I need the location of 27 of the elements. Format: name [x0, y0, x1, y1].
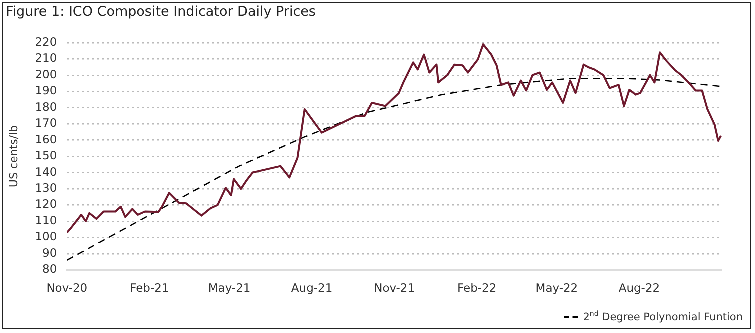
x-tick-label: Nov-21 [374, 281, 416, 296]
line-series [67, 78, 722, 262]
y-tick-label: 150 [35, 148, 58, 163]
y-tick-label: 190 [35, 84, 58, 98]
y-tick-label: 80 [42, 262, 58, 276]
x-tick-label: Feb-21 [130, 281, 170, 296]
y-axis-title: US cents/lb [7, 125, 20, 188]
chart-title: Figure 1: ICO Composite Indicator Daily Prices [6, 4, 316, 20]
y-tick-label: 130 [35, 181, 58, 196]
y-tick-label: 110 [35, 213, 58, 228]
x-tick-label: Feb-22 [458, 281, 497, 296]
x-tick-label: May-21 [208, 281, 251, 296]
legend-label: 2$^{nd}$ Degree Polynomial Funtion [583, 310, 743, 324]
x-tick-label: Aug-21 [291, 281, 333, 296]
y-tick-label: 100 [35, 230, 58, 244]
x-tick-label: Nov-20 [46, 281, 88, 296]
x-tick-label: Aug-22 [618, 281, 660, 296]
y-tick-label: 160 [35, 132, 58, 146]
y-tick-label: 170 [35, 116, 58, 130]
y-tick-label: 200 [35, 67, 58, 82]
y-tick-label: 210 [35, 51, 58, 66]
x-tick-label: May-22 [536, 281, 578, 296]
y-tick-label: 180 [35, 100, 58, 114]
y-tick-label: 220 [35, 34, 58, 49]
y-tick-label: 120 [35, 197, 58, 212]
y-tick-label: 90 [42, 246, 58, 260]
y-tick-label: 140 [35, 164, 58, 179]
